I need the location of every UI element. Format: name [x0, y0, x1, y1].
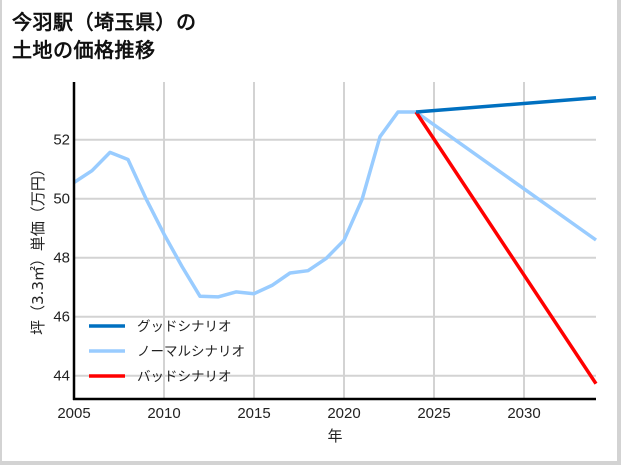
x-tick-label: 2010 [147, 405, 180, 422]
x-tick-label: 2025 [417, 405, 450, 422]
y-tick-label: 46 [53, 309, 70, 326]
y-tick-label: 44 [53, 368, 70, 385]
legend-label: ノーマルシナリオ [137, 344, 245, 360]
series-line [73, 110, 598, 299]
y-axis-label: 坪（3.3㎡）単価（万円） [29, 161, 47, 335]
tick-labels: 2005 2010 2015 2020 2025 2030 44 46 48 50 52 [53, 132, 540, 422]
x-tick-label: 2015 [237, 405, 270, 422]
chart-title: 今羽駅（埼玉県）の 土地の価格推移 [12, 8, 197, 64]
x-tick-label: 2005 [57, 405, 90, 422]
legend-label: グッドシナリオ [137, 319, 232, 335]
chart-title-line-2: 土地の価格推移 [12, 38, 156, 62]
chart-title-line-1: 今羽駅（埼玉県）の [12, 10, 197, 34]
series-line [414, 111, 598, 385]
axes [72, 82, 596, 401]
y-tick-label: 52 [53, 132, 70, 149]
x-axis-label: 年 [327, 427, 342, 445]
x-tick-label: 2030 [507, 405, 540, 422]
data-series [73, 96, 598, 385]
y-tick-label: 48 [53, 250, 70, 267]
series-line [415, 96, 597, 114]
legend-label: バッドシナリオ [137, 369, 232, 385]
y-tick-label: 50 [53, 191, 70, 208]
x-tick-label: 2020 [327, 405, 360, 422]
